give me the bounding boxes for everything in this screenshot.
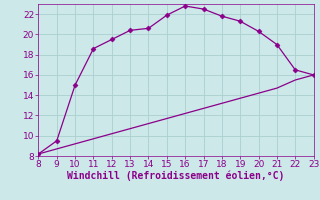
X-axis label: Windchill (Refroidissement éolien,°C): Windchill (Refroidissement éolien,°C)	[67, 171, 285, 181]
